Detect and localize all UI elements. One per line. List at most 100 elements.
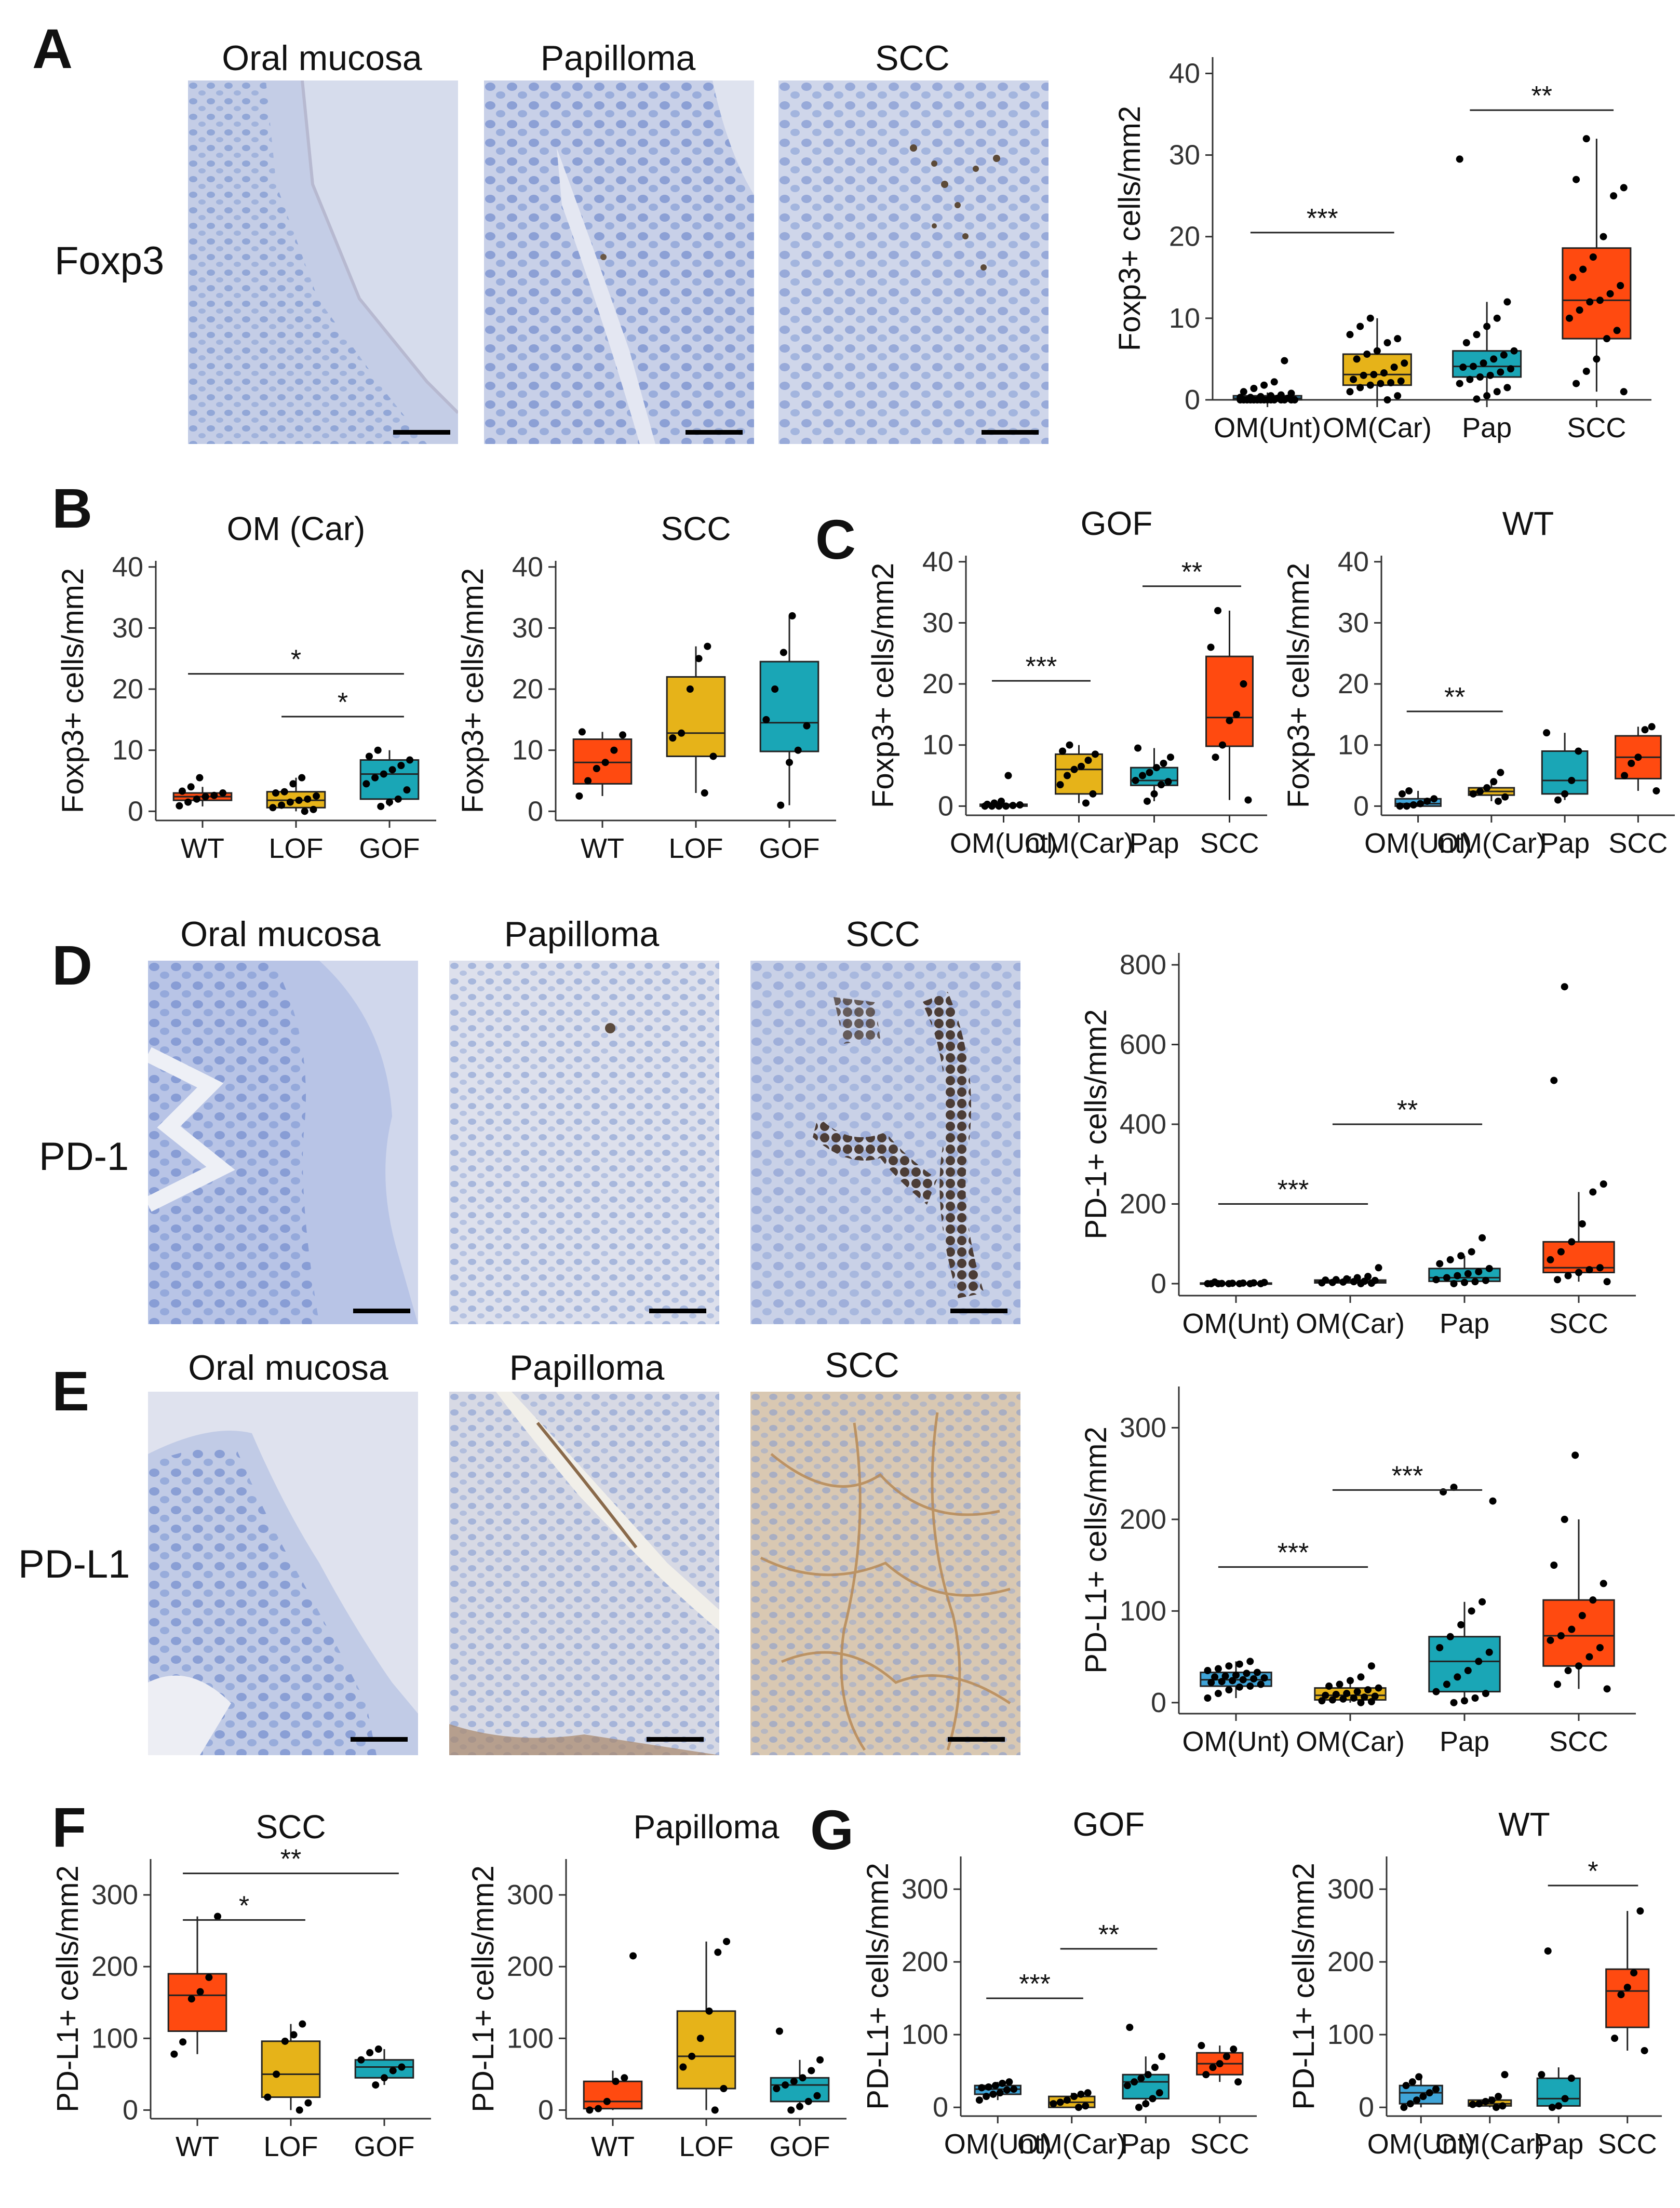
data-point <box>1246 1682 1254 1690</box>
micrograph-a-scc <box>778 80 1049 444</box>
data-point <box>1332 1690 1340 1698</box>
box-scc <box>1562 135 1632 396</box>
data-point <box>1390 363 1398 371</box>
data-point <box>1482 2097 1489 2105</box>
chart-a-foxp3: 0 10 20 30 40 Foxp3+ cells/mm2 OM(Unt) OM(Car) P… <box>1113 57 1651 443</box>
data-point <box>1483 784 1491 792</box>
data-point <box>816 2056 824 2064</box>
x-tick-label-om-unt: OM(Unt) <box>1214 412 1321 443</box>
data-point <box>1561 790 1569 798</box>
data-point <box>1600 1180 1607 1188</box>
data-point <box>1578 1220 1586 1228</box>
data-point <box>808 2067 815 2075</box>
data-point <box>1544 1947 1552 1955</box>
data-point <box>1253 1668 1261 1676</box>
data-point <box>1473 395 1481 403</box>
data-point <box>1485 1648 1493 1656</box>
data-point <box>1218 1280 1226 1287</box>
data-point <box>1281 357 1288 365</box>
data-point <box>1214 1665 1222 1673</box>
data-point <box>1464 1667 1472 1675</box>
y-tick-label: 100 <box>507 2023 554 2054</box>
data-point <box>1367 1698 1375 1706</box>
data-point <box>196 774 204 782</box>
x-tick-label-wt: WT <box>591 2131 635 2162</box>
micrograph-d-papilloma-image <box>449 961 719 1324</box>
y-tick-label: 0 <box>1359 2092 1374 2123</box>
data-point <box>1550 1561 1558 1569</box>
data-point <box>983 2093 990 2101</box>
data-point <box>1483 322 1491 330</box>
y-tick-label: 200 <box>507 1951 554 1982</box>
box-pap <box>1428 1234 1501 1287</box>
significance-label: *** <box>1278 1175 1309 1205</box>
data-point <box>1596 1644 1604 1651</box>
significance-bracket: ** <box>1143 557 1241 587</box>
data-point <box>1450 1484 1458 1491</box>
data-point <box>1287 389 1295 397</box>
data-point <box>705 2007 713 2015</box>
data-point <box>1490 778 1498 786</box>
significance-label: *** <box>1026 652 1057 682</box>
data-point <box>1579 265 1587 273</box>
data-point <box>278 801 286 809</box>
micrograph-e-scc-image <box>750 1392 1020 1755</box>
box-wt <box>572 728 633 800</box>
data-point <box>1356 384 1364 392</box>
box-iqr <box>1605 1968 1650 2028</box>
box-wt <box>167 1913 227 2058</box>
box-lof <box>676 1937 736 2114</box>
box-om-unt <box>1399 2073 1443 2111</box>
stain-label-pd1: PD-1 <box>39 1135 129 1179</box>
data-point <box>1582 135 1590 143</box>
data-point <box>612 2078 620 2085</box>
data-point <box>1204 1667 1212 1675</box>
y-tick-label: 20 <box>1338 668 1369 699</box>
x-tick-label-pap: Pap <box>1129 828 1179 859</box>
data-point <box>1225 1662 1233 1670</box>
data-point <box>1652 787 1660 795</box>
data-point <box>1223 2053 1231 2061</box>
data-point <box>1419 2093 1427 2101</box>
data-point <box>799 2074 807 2082</box>
data-point <box>1432 1688 1440 1695</box>
box-gof <box>770 2027 830 2114</box>
significance-bracket: ** <box>1060 1920 1158 1950</box>
data-point <box>381 2074 388 2082</box>
micrograph-d-scc <box>750 961 1020 1324</box>
y-tick-label: 0 <box>1185 384 1200 415</box>
data-point <box>1134 744 1142 752</box>
data-point <box>1232 1671 1240 1679</box>
data-point <box>1501 2071 1509 2079</box>
data-point <box>1239 1676 1247 1684</box>
data-point <box>1353 355 1361 363</box>
chart-title: WT <box>1502 505 1554 542</box>
data-point <box>1270 378 1278 386</box>
data-point <box>1397 377 1405 385</box>
data-point <box>1476 373 1484 381</box>
box-iqr <box>572 738 633 785</box>
data-point <box>1332 1276 1340 1284</box>
y-tick-label: 20 <box>112 674 143 705</box>
y-tick-label: 800 <box>1120 949 1166 980</box>
data-point <box>1370 371 1378 379</box>
micro-title-oral-mucosa-d: Oral mucosa <box>180 914 381 954</box>
y-tick-label: 40 <box>1338 546 1369 577</box>
data-point <box>1482 1276 1489 1284</box>
data-point <box>290 2031 298 2039</box>
data-point <box>1075 2104 1083 2111</box>
y-axis-label: Foxp3+ cells/mm2 <box>56 568 90 813</box>
data-point <box>1350 1694 1358 1702</box>
data-point <box>214 1913 222 1920</box>
box-om-unt <box>974 2078 1022 2104</box>
x-tick-label-lof: LOF <box>679 2131 733 2162</box>
data-point <box>1613 327 1621 334</box>
chart-b-scc: SCC 0 10 20 30 40 Foxp3+ cells/mm2 WT LOF GOF <box>456 510 836 864</box>
significance-label: * <box>338 688 348 718</box>
x-tick-label-om-car: OM(Car) <box>1323 412 1432 443</box>
data-point <box>1070 765 1078 773</box>
box-om-car <box>1048 2089 1096 2111</box>
box-iqr <box>676 2010 736 2090</box>
y-tick-label: 30 <box>112 612 143 643</box>
